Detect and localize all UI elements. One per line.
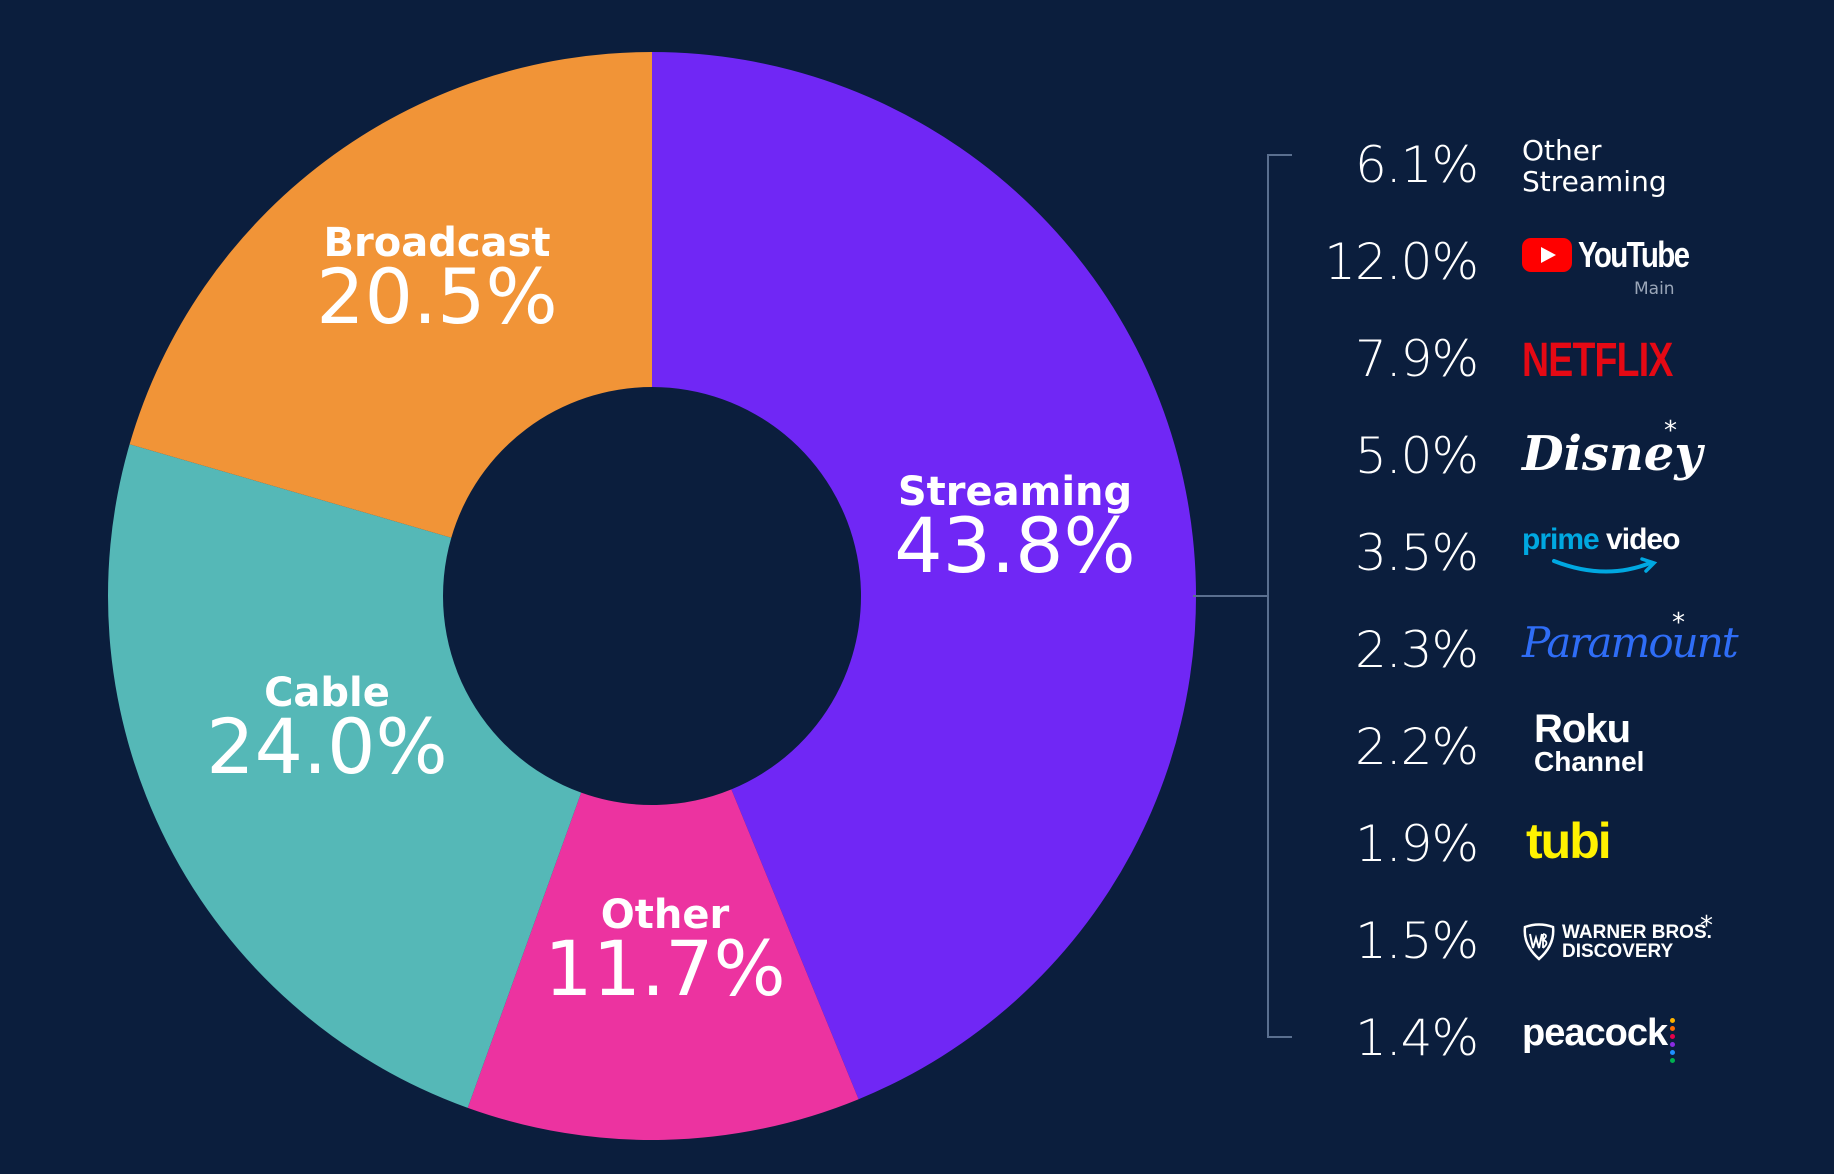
breakdown-value: 2.3%	[1354, 621, 1479, 679]
paramount-logo: Paramount *	[1522, 608, 1782, 690]
breakdown-value: 12.0%	[1324, 233, 1479, 291]
donut-slice-streaming	[652, 52, 1197, 1100]
breakdown-value: 1.9%	[1354, 815, 1479, 873]
breakdown-row-paramount: 2.3% Paramount *	[1300, 608, 1800, 690]
warner-bros-wordmark: WARNER BROS.	[1562, 922, 1712, 943]
peacock-dot	[1670, 1042, 1675, 1047]
breakdown-value: 7.9%	[1354, 330, 1479, 388]
donut-slice-cable	[107, 444, 582, 1108]
breakdown-row-warner-bros-discovery: 1.5% WARNER BROS. DISCOVERY *	[1300, 901, 1800, 981]
disney-logo: Disney *	[1522, 416, 1782, 496]
discovery-wordmark: DISCOVERY	[1562, 941, 1674, 962]
prime-video-logo: prime video	[1522, 513, 1782, 593]
peacock-dot	[1670, 1058, 1675, 1063]
disney-wordmark: Disney	[1522, 426, 1703, 482]
warner-bros-discovery-logo: WARNER BROS. DISCOVERY *	[1522, 901, 1782, 981]
breakdown-row-peacock: 1.4% peacock	[1300, 998, 1800, 1078]
breakdown-value: 5.0%	[1354, 427, 1479, 485]
roku-wordmark: Roku	[1534, 707, 1631, 751]
donut-slice-broadcast	[129, 52, 653, 538]
wb-shield-icon	[1523, 923, 1555, 961]
youtube-sub-label: Main	[1634, 279, 1675, 299]
breakdown-row-youtube: 12.0% YouTube Main	[1300, 222, 1800, 302]
slice-label-broadcast: Broadcast	[324, 220, 551, 266]
prime-word: prime	[1522, 523, 1600, 556]
slice-value-streaming: 43.8%	[894, 501, 1135, 590]
slice-value-other: 11.7%	[544, 924, 785, 1013]
donut-slice-other	[467, 789, 859, 1141]
breakdown-value: 3.5%	[1354, 524, 1479, 582]
prime-smile-icon	[1552, 557, 1658, 574]
tubi-logo: tubi	[1522, 804, 1782, 884]
breakdown-value: 1.5%	[1354, 912, 1479, 970]
breakdown-row-tubi: 1.9% tubi	[1300, 804, 1800, 884]
peacock-dot	[1670, 1018, 1675, 1023]
peacock-wordmark: peacock	[1522, 1012, 1668, 1054]
paramount-asterisk: *	[1672, 608, 1685, 638]
peacock-dot	[1670, 1034, 1675, 1039]
breakdown-row-prime-video: 3.5% prime video	[1300, 513, 1800, 593]
youtube-logo: YouTube Main	[1522, 222, 1782, 302]
youtube-wordmark: YouTube	[1578, 234, 1690, 275]
slice-label-other: Other	[601, 892, 730, 938]
netflix-wordmark: NETFLIX	[1522, 334, 1673, 387]
video-word: video	[1606, 523, 1680, 556]
wbd-asterisk: *	[1700, 911, 1713, 941]
other-streaming-line2: Streaming	[1522, 165, 1667, 198]
bracket-line	[1267, 154, 1292, 1038]
breakdown-row-netflix: 7.9% NETFLIX	[1300, 319, 1800, 399]
channel-wordmark: Channel	[1534, 746, 1645, 777]
slice-value-broadcast: 20.5%	[316, 252, 557, 341]
roku-channel-logo: Roku Channel	[1522, 707, 1782, 787]
breakdown-row-other-streaming: 6.1% Other Streaming	[1300, 125, 1800, 205]
youtube-play-icon	[1522, 238, 1572, 272]
other-streaming-label: Other Streaming	[1522, 125, 1782, 205]
slice-value-cable: 24.0%	[206, 702, 447, 791]
breakdown-value: 6.1%	[1354, 136, 1479, 194]
peacock-dots-icon	[1670, 1018, 1676, 1066]
disney-asterisk: *	[1664, 416, 1677, 446]
breakdown-row-disney: 5.0% Disney *	[1300, 416, 1800, 496]
peacock-logo: peacock	[1522, 998, 1782, 1078]
breakdown-row-roku-channel: 2.2% Roku Channel	[1300, 707, 1800, 787]
peacock-dot	[1670, 1050, 1675, 1055]
breakdown-value: 2.2%	[1354, 718, 1479, 776]
tubi-wordmark: tubi	[1526, 813, 1612, 869]
slice-label-cable: Cable	[264, 670, 390, 716]
other-streaming-line1: Other	[1522, 134, 1602, 167]
breakdown-value: 1.4%	[1354, 1009, 1479, 1067]
netflix-logo: NETFLIX	[1522, 319, 1782, 399]
paramount-wordmark: Paramount	[1522, 618, 1739, 667]
peacock-dot	[1670, 1026, 1675, 1031]
slice-label-streaming: Streaming	[898, 469, 1132, 515]
